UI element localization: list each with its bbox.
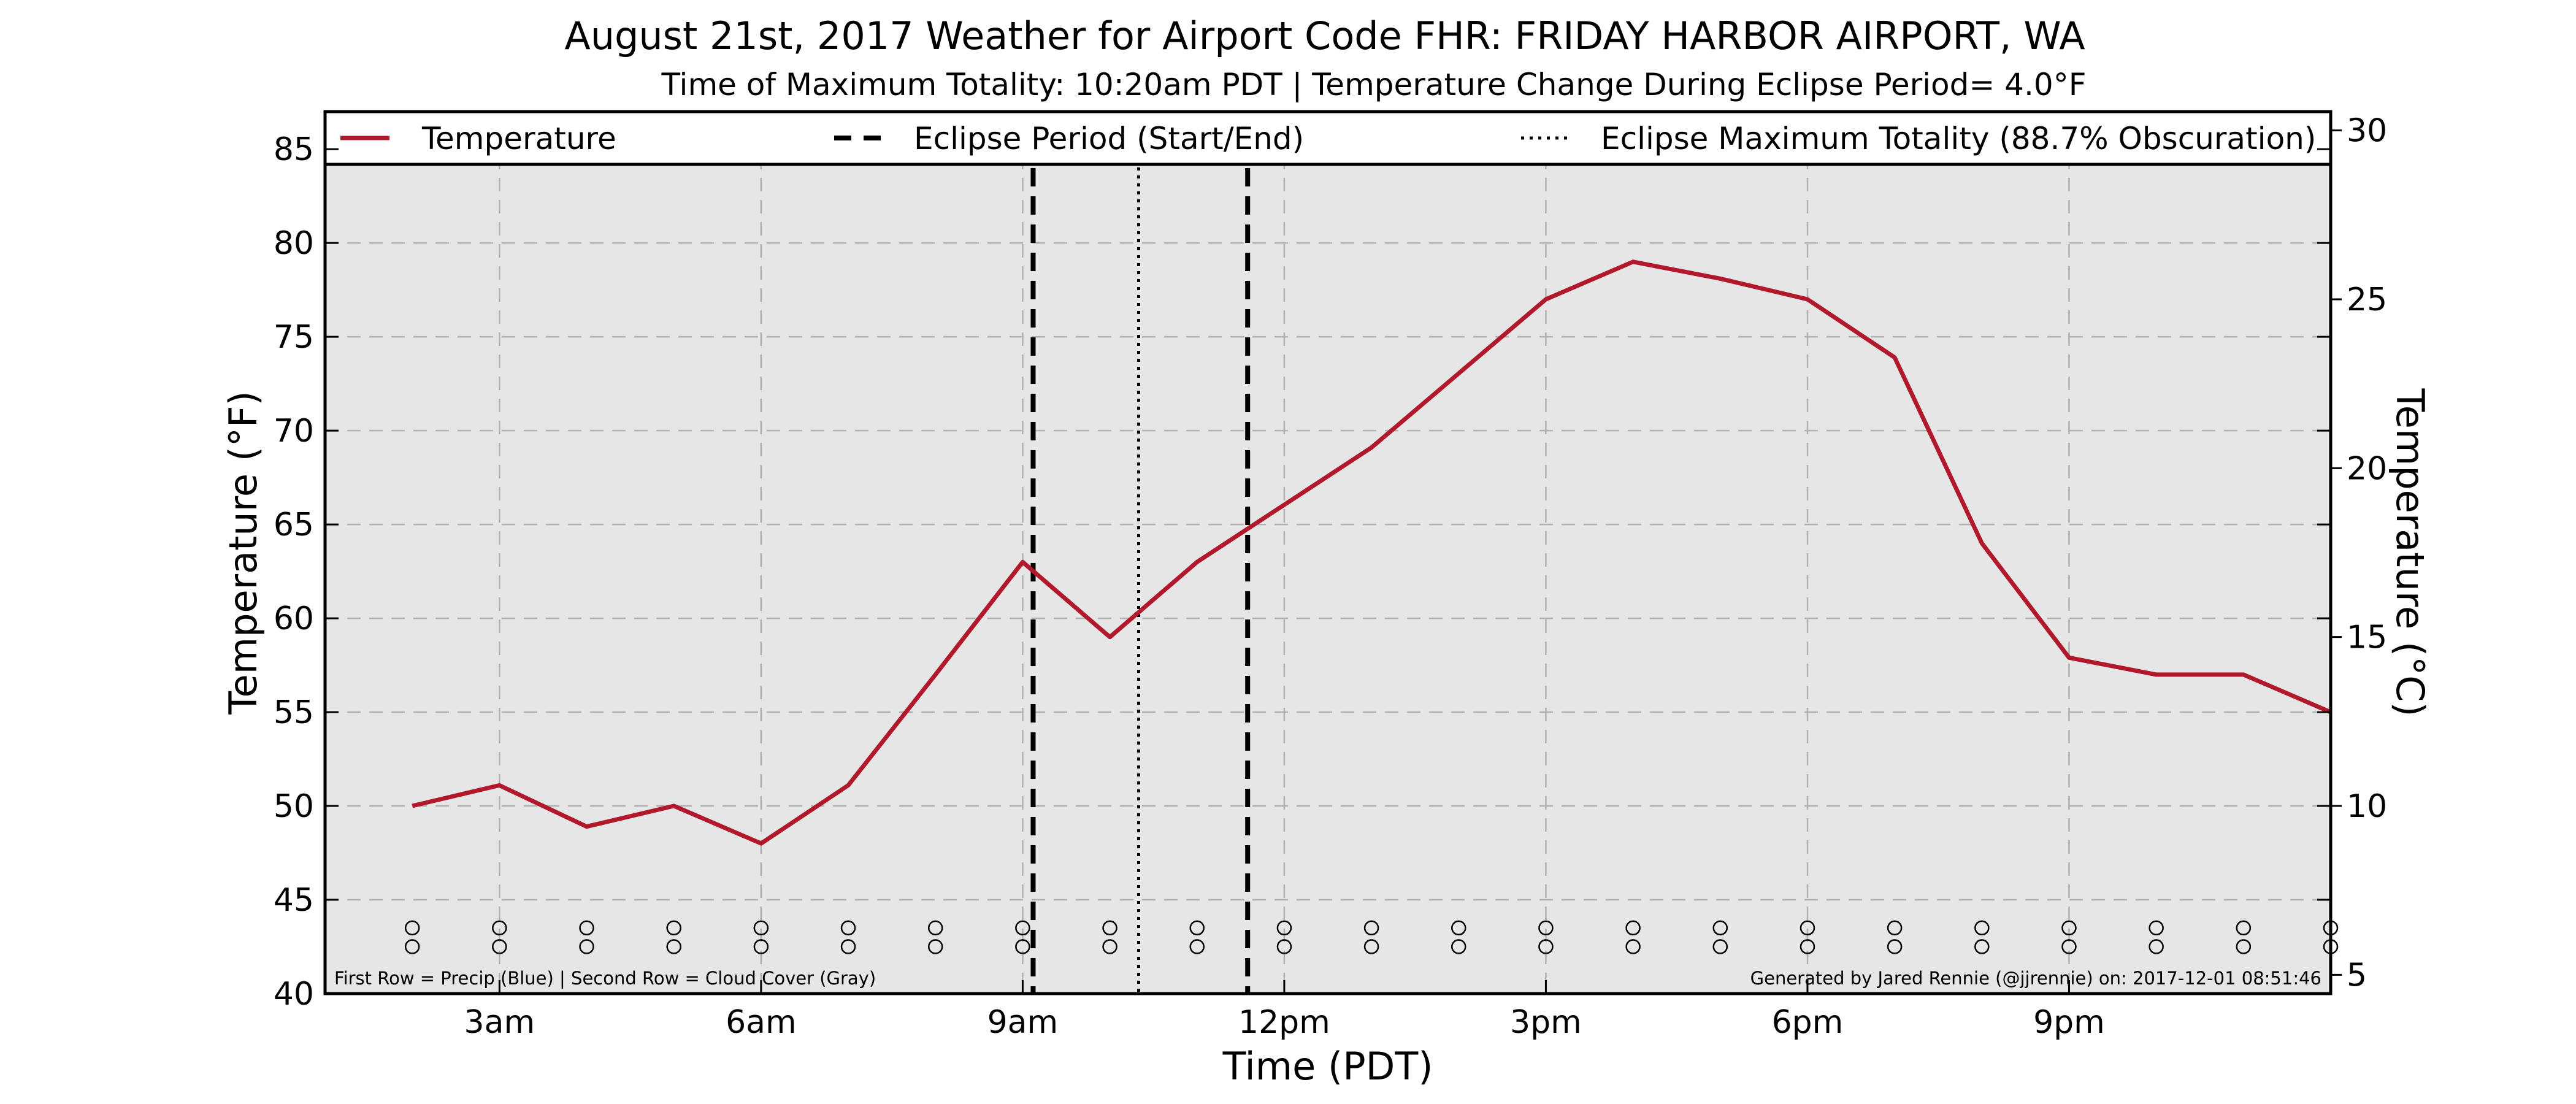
- y-tick-label: 85: [274, 131, 314, 168]
- precip-marker: [2061, 920, 2077, 936]
- y-right-tick-label: 20: [2347, 450, 2387, 487]
- chart-subtitle: Time of Maximum Totality: 10:20am PDT | …: [661, 67, 2087, 102]
- cloud-cover-marker: [1189, 939, 1205, 954]
- x-tick-label: 3pm: [1510, 1004, 1582, 1041]
- y-tick-label: 50: [274, 788, 314, 825]
- cloud-cover-marker: [404, 939, 420, 954]
- cloud-cover-marker: [753, 939, 769, 954]
- precip-marker: [1451, 920, 1466, 936]
- cloud-cover-marker: [1974, 939, 1990, 954]
- y-tick-label: 65: [274, 507, 314, 543]
- precip-marker: [579, 920, 594, 936]
- precip-marker: [1538, 920, 1554, 936]
- y-right-tick-label: 10: [2347, 788, 2387, 825]
- cloud-cover-marker: [1102, 939, 1117, 954]
- x-tick-label: 3am: [464, 1004, 535, 1041]
- y-tick-label: 45: [274, 882, 314, 919]
- precip-marker: [753, 920, 769, 936]
- cloud-cover-marker: [579, 939, 594, 954]
- precip-marker: [2236, 920, 2252, 936]
- precip-marker: [1974, 920, 1990, 936]
- precip-marker: [2149, 920, 2164, 936]
- cloud-cover-marker: [2236, 939, 2252, 954]
- precip-marker: [1276, 920, 1292, 936]
- y-right-tick-label: 30: [2347, 113, 2387, 150]
- axis-ticks: 40 45 50 55 60 65 70 75 80 85 5 10 15 20 25 30 3am 6am 9am…: [274, 113, 2387, 1041]
- cloud-cover-marker: [1363, 939, 1379, 954]
- precip-marker: [666, 920, 681, 936]
- cloud-cover-marker: [2061, 939, 2077, 954]
- y-right-tick-label: 5: [2347, 957, 2367, 994]
- y-tick-label: 70: [274, 413, 314, 450]
- legend: Temperature Eclipse Period (Start/End) Ecl…: [323, 110, 2333, 166]
- precip-marker: [1102, 920, 1117, 936]
- precip-marker: [404, 920, 420, 936]
- footnote-right: Generated by Jared Rennie (@jjrennie) on…: [1750, 968, 2321, 989]
- legend-box: [323, 110, 2333, 166]
- cloud-cover-marker: [927, 939, 943, 954]
- precip-marker: [1625, 920, 1641, 936]
- cloud-cover-marker: [1276, 939, 1292, 954]
- cloud-cover-marker: [1625, 939, 1641, 954]
- y-tick-label: 80: [274, 225, 314, 262]
- cloud-cover-marker: [1015, 939, 1030, 954]
- legend-label: Temperature: [421, 121, 616, 156]
- precip-marker: [1712, 920, 1728, 936]
- y-tick-label: 60: [274, 600, 314, 637]
- precip-marker: [1887, 920, 1903, 936]
- legend-label: Eclipse Period (Start/End): [914, 121, 1304, 156]
- cloud-cover-marker: [1451, 939, 1466, 954]
- cloud-cover-marker: [840, 939, 856, 954]
- y-right-tick-label: 15: [2347, 619, 2387, 656]
- eclipse-lines: [1030, 112, 1251, 994]
- y-tick-label: 55: [274, 694, 314, 731]
- x-tick-label: 12pm: [1238, 1004, 1330, 1041]
- cloud-cover-marker: [1887, 939, 1903, 954]
- cloud-cover-marker: [1538, 939, 1554, 954]
- x-tick-label: 6pm: [1772, 1004, 1844, 1041]
- y-axis-label: Temperature (°F): [221, 391, 266, 715]
- y-right-tick-label: 25: [2347, 282, 2387, 318]
- precip-marker: [927, 920, 943, 936]
- marker-rows: [404, 920, 2339, 954]
- precip-marker: [492, 920, 507, 936]
- legend-label: Eclipse Maximum Totality (88.7% Obscurat…: [1601, 121, 2316, 156]
- precip-marker: [1363, 920, 1379, 936]
- y-tick-label: 40: [274, 976, 314, 1013]
- y-axis-right-label: Temperature (°C): [2388, 388, 2432, 716]
- cloud-cover-marker: [492, 939, 507, 954]
- cloud-cover-marker: [1800, 939, 1815, 954]
- precip-marker: [1189, 920, 1205, 936]
- x-tick-label: 9pm: [2033, 1004, 2105, 1041]
- precip-marker: [840, 920, 856, 936]
- footnote-left: First Row = Precip (Blue) | Second Row =…: [334, 968, 876, 989]
- cloud-cover-marker: [2149, 939, 2164, 954]
- x-tick-label: 6am: [726, 1004, 797, 1041]
- cloud-cover-marker: [1712, 939, 1728, 954]
- chart-title: August 21st, 2017 Weather for Airport Co…: [564, 13, 2085, 58]
- plot-area: [325, 112, 2331, 994]
- x-axis-label: Time (PDT): [1222, 1044, 1433, 1089]
- precip-marker: [1800, 920, 1815, 936]
- y-tick-label: 75: [274, 319, 314, 356]
- x-tick-label: 9am: [987, 1004, 1059, 1041]
- precip-marker: [1015, 920, 1030, 936]
- cloud-cover-marker: [666, 939, 681, 954]
